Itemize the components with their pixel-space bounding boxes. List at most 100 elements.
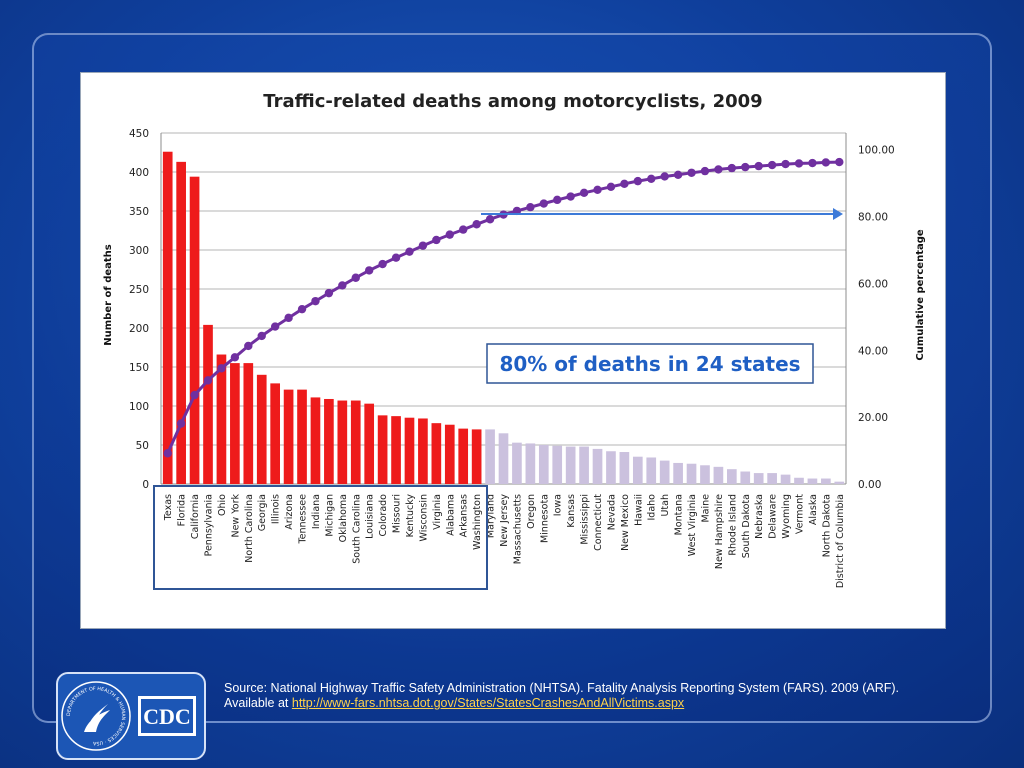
bar xyxy=(364,403,375,484)
x-tick-label: Kansas xyxy=(566,494,577,528)
x-tick-label: West Virginia xyxy=(687,494,698,556)
x-tick-label: Oklahoma xyxy=(338,494,349,542)
x-tick-label: Texas xyxy=(163,494,174,521)
cumulative-point xyxy=(566,192,575,201)
x-tick-label: Maine xyxy=(700,494,711,523)
bar xyxy=(203,324,213,484)
cumulative-point xyxy=(284,313,293,323)
bar xyxy=(700,465,710,484)
y2-tick-label: 40.00 xyxy=(858,345,888,357)
x-tick-label: Wisconsin xyxy=(418,494,429,541)
x-tick-label: Georgia xyxy=(257,494,268,531)
y-axis-label: Number of deaths xyxy=(103,244,114,346)
y-tick-label: 300 xyxy=(129,245,149,257)
y-tick-label: 200 xyxy=(129,323,149,335)
bar xyxy=(444,424,455,484)
cumulative-point xyxy=(378,259,387,269)
cumulative-point xyxy=(673,170,683,179)
x-tick-label: Indiana xyxy=(311,494,322,529)
x-tick-label: North Dakota xyxy=(821,494,832,557)
y-tick-label: 400 xyxy=(129,167,149,179)
x-tick-label: New Jersey xyxy=(499,494,510,547)
bar xyxy=(418,418,428,484)
bar xyxy=(243,363,254,484)
cumulative-point xyxy=(244,341,253,351)
bar xyxy=(767,473,777,484)
y-axis-ticks: 0 50 100 150 200 250 300 350 400 450 xyxy=(129,128,149,491)
cumulative-point xyxy=(351,273,360,282)
cumulative-point xyxy=(297,304,307,314)
bar xyxy=(458,428,469,484)
x-tick-label: Virginia xyxy=(432,494,443,530)
cumulative-point xyxy=(781,159,790,169)
bar xyxy=(216,354,227,484)
x-tick-label: Rhode Island xyxy=(727,494,738,556)
bar xyxy=(538,445,549,484)
x-tick-label: Connecticut xyxy=(593,494,604,551)
x-tick-label: Vermont xyxy=(794,494,805,534)
bar xyxy=(713,466,724,484)
bar xyxy=(807,478,818,484)
bar xyxy=(834,481,845,484)
bar xyxy=(324,398,334,484)
bar xyxy=(498,433,509,484)
bar xyxy=(565,446,576,484)
y2-tick-label: 80.00 xyxy=(858,212,888,224)
source-availability: Available at http://www-fars.nhtsa.dot.g… xyxy=(224,696,984,711)
cumulative-point xyxy=(660,172,669,181)
bar xyxy=(162,151,173,484)
x-tick-label: California xyxy=(190,494,201,539)
x-tick-label: Wyoming xyxy=(781,494,792,539)
x-tick-label: Arkansas xyxy=(459,494,470,537)
cumulative-point xyxy=(445,230,454,239)
x-tick-label: Oregon xyxy=(526,494,537,529)
cumulative-point xyxy=(687,168,696,177)
cumulative-point xyxy=(472,220,481,229)
y-tick-label: 150 xyxy=(129,362,149,374)
x-tick-label: Maryland xyxy=(486,494,497,538)
y2-axis-label: Cumulative percentage xyxy=(915,229,926,361)
cumulative-point xyxy=(794,159,804,168)
cumulative-point xyxy=(593,185,602,195)
cumulative-point xyxy=(606,182,616,192)
bar xyxy=(794,477,804,484)
bar xyxy=(740,471,751,484)
bar xyxy=(619,452,630,484)
bar xyxy=(646,457,657,484)
cumulative-point xyxy=(418,241,428,250)
source-link[interactable]: http://www-fars.nhtsa.dot.gov/States/Sta… xyxy=(291,696,685,710)
x-tick-label: Alaska xyxy=(808,494,819,525)
bar xyxy=(310,397,321,484)
cumulative-point xyxy=(485,215,495,224)
cumulative-point xyxy=(176,419,186,428)
bar xyxy=(579,446,589,484)
cumulative-point xyxy=(620,179,629,189)
bar xyxy=(552,445,563,484)
y-tick-label: 450 xyxy=(129,128,149,140)
bar xyxy=(189,176,200,484)
cumulative-point xyxy=(700,166,710,176)
bar xyxy=(632,456,643,484)
y-tick-label: 50 xyxy=(136,440,149,452)
bar xyxy=(431,423,442,484)
x-tick-label: Florida xyxy=(177,494,188,526)
x-tick-label: Tennessee xyxy=(298,494,309,545)
source-line: Source: National Highway Traffic Safety … xyxy=(224,681,900,695)
x-tick-label: Hawaii xyxy=(633,494,644,526)
bar xyxy=(350,400,361,484)
cumulative-point xyxy=(512,206,522,216)
x-tick-label: District of Columbia xyxy=(835,494,846,588)
cumulative-point xyxy=(714,165,723,174)
available-prefix: Available at xyxy=(224,696,292,710)
x-tick-label: Colorado xyxy=(378,494,389,537)
x-tick-label: North Carolina xyxy=(244,494,255,563)
bar xyxy=(230,363,240,484)
cumulative-point xyxy=(754,161,763,171)
cumulative-point xyxy=(257,331,266,341)
y2-tick-label: 20.00 xyxy=(858,412,888,424)
cumulative-point xyxy=(391,253,401,262)
cumulative-point xyxy=(579,188,589,198)
cumulative-point xyxy=(459,225,468,234)
bar xyxy=(256,374,267,484)
x-tick-label: Nevada xyxy=(606,494,617,530)
